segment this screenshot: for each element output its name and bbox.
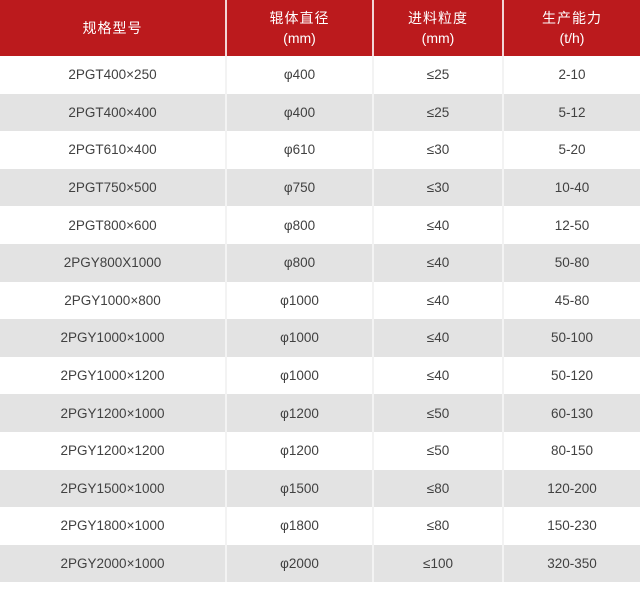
table-cell: 2PGY1200×1200 bbox=[0, 431, 227, 470]
table-cell: ≤30 bbox=[373, 131, 504, 169]
column-label: 进料粒度 bbox=[408, 10, 468, 26]
header-cell-feed-size: 进料粒度 (mm) bbox=[373, 0, 504, 56]
table-cell: φ800 bbox=[226, 243, 374, 282]
table-cell: 2-10 bbox=[558, 67, 586, 83]
table-cell: φ400 bbox=[226, 56, 374, 94]
table-cell: 80-150 bbox=[550, 443, 594, 459]
table-cell: φ610 bbox=[226, 131, 374, 169]
table-cell: 2PGT400×250 bbox=[0, 56, 227, 94]
table-cell: 2PGY2000×1000 bbox=[0, 544, 227, 583]
table-cell: 2PGT750×500 bbox=[0, 168, 227, 207]
table-row: 2PGT610×400 φ610 ≤30 5-20 bbox=[0, 131, 640, 169]
table-cell: 2PGY1000×1200 bbox=[0, 356, 227, 395]
table-cell: ≤40 bbox=[373, 206, 504, 244]
table-row: 2PGY1500×1000 φ1500 ≤80 120-200 bbox=[0, 469, 640, 508]
table-cell: 320-350 bbox=[547, 556, 597, 572]
table-cell: 50-120 bbox=[550, 368, 594, 384]
table-row: 2PGY1000×1200 φ1000 ≤40 50-120 bbox=[0, 356, 640, 395]
table-cell: 2PGY800X1000 bbox=[0, 243, 227, 282]
table-cell: φ750 bbox=[226, 168, 374, 207]
table-body: 2PGT400×250 φ400 ≤25 2-10 2PGT400×400 φ400 ≤25… bbox=[0, 56, 640, 583]
table-cell: 2PGY1500×1000 bbox=[0, 469, 227, 508]
table-cell: φ2000 bbox=[226, 544, 374, 583]
table-row: 2PGY1000×800 φ1000 ≤40 45-80 bbox=[0, 281, 640, 320]
table-cell: 2PGT400×400 bbox=[0, 93, 227, 132]
table-row: 2PGY1800×1000 φ1800 ≤80 150-230 bbox=[0, 507, 640, 545]
table-cell: 120-200 bbox=[547, 480, 597, 496]
table-cell: ≤40 bbox=[373, 243, 504, 282]
table-cell: φ400 bbox=[226, 93, 374, 132]
table-cell: 2PGY1000×1000 bbox=[0, 319, 227, 357]
table-cell: φ1000 bbox=[226, 356, 374, 395]
table-cell: ≤40 bbox=[373, 356, 504, 395]
table-row: 2PGY1000×1000 φ1000 ≤40 50-100 bbox=[0, 319, 640, 357]
table-cell: ≤25 bbox=[373, 56, 504, 94]
header-cell-roller-diameter: 辊体直径 (mm) bbox=[226, 0, 374, 56]
table-cell: ≤100 bbox=[373, 544, 504, 583]
table-cell: 12-50 bbox=[554, 217, 590, 233]
table-cell: φ1000 bbox=[226, 281, 374, 320]
table-row: 2PGT400×400 φ400 ≤25 5-12 bbox=[0, 93, 640, 132]
table-cell: 5-12 bbox=[558, 104, 586, 120]
table-cell: 2PGT800×600 bbox=[0, 206, 227, 244]
column-sublabel: (t/h) bbox=[559, 30, 585, 46]
table-cell: ≤40 bbox=[373, 319, 504, 357]
table-cell: ≤50 bbox=[373, 431, 504, 470]
table-cell: 5-20 bbox=[558, 142, 586, 158]
table-row: 2PGT800×600 φ800 ≤40 12-50 bbox=[0, 206, 640, 244]
table-cell: ≤50 bbox=[373, 394, 504, 432]
table-cell: 2PGY1800×1000 bbox=[0, 507, 227, 545]
table-cell: ≤30 bbox=[373, 168, 504, 207]
column-sublabel: (mm) bbox=[283, 30, 316, 46]
table-cell: 50-100 bbox=[550, 330, 594, 346]
table-row: 2PGY800X1000 φ800 ≤40 50-80 bbox=[0, 243, 640, 282]
table-cell: 10-40 bbox=[554, 180, 590, 196]
column-label: 生产能力 bbox=[542, 10, 602, 26]
table-cell: φ1000 bbox=[226, 319, 374, 357]
table-cell: φ1800 bbox=[226, 507, 374, 545]
table-row: 2PGY1200×1000 φ1200 ≤50 60-130 bbox=[0, 394, 640, 432]
table-cell: 45-80 bbox=[554, 292, 590, 308]
header-cell-model: 规格型号 bbox=[0, 0, 227, 56]
table-row: 2PGY1200×1200 φ1200 ≤50 80-150 bbox=[0, 431, 640, 470]
column-label: 辊体直径 bbox=[269, 10, 330, 26]
table-row: 2PGT400×250 φ400 ≤25 2-10 bbox=[0, 56, 640, 94]
table-row: 2PGT750×500 φ750 ≤30 10-40 bbox=[0, 168, 640, 207]
table-row: 2PGY2000×1000 φ2000 ≤100 320-350 bbox=[0, 544, 640, 583]
header-cell-capacity: 生产能力 (t/h) bbox=[503, 0, 640, 56]
column-sublabel: (mm) bbox=[421, 30, 455, 46]
table-cell: 50-80 bbox=[554, 255, 590, 271]
table-cell: ≤80 bbox=[373, 507, 504, 545]
table-cell: 150-230 bbox=[547, 518, 597, 534]
column-label: 规格型号 bbox=[82, 20, 143, 36]
table-cell: 60-130 bbox=[550, 405, 594, 421]
table-cell: ≤40 bbox=[373, 281, 504, 320]
table-cell: φ1500 bbox=[226, 469, 374, 508]
table-cell: 2PGY1200×1000 bbox=[0, 394, 227, 432]
table-cell: 2PGT610×400 bbox=[0, 131, 227, 169]
header-row: 规格型号 辊体直径 (mm) 进料粒度 (mm) 生产能力 (t/h) bbox=[0, 0, 640, 56]
table-cell: ≤25 bbox=[373, 93, 504, 132]
table-cell: φ1200 bbox=[226, 431, 374, 470]
table-cell: φ800 bbox=[226, 206, 374, 244]
table-cell: φ1200 bbox=[226, 394, 374, 432]
table-cell: 2PGY1000×800 bbox=[0, 281, 227, 320]
table-cell: ≤80 bbox=[373, 469, 504, 508]
